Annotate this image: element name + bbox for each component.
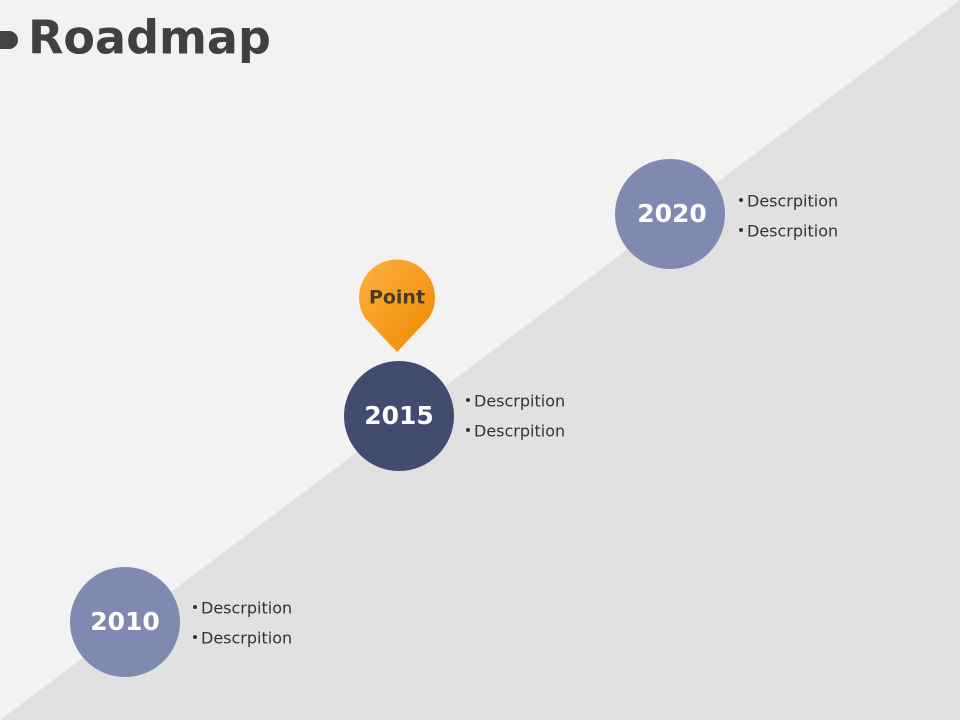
- description: Descrpition: [474, 392, 565, 411]
- bullet: [466, 398, 470, 402]
- bullet: [739, 198, 743, 202]
- description: Descrpition: [474, 422, 565, 441]
- pin: Point: [359, 259, 436, 352]
- bullet: [466, 428, 470, 432]
- pin-label: Point: [369, 287, 425, 309]
- milestone: 2020 Descrpition Descrpition: [615, 159, 838, 269]
- year: 2020: [637, 199, 707, 228]
- year: 2010: [90, 607, 160, 636]
- bullet: [193, 635, 197, 639]
- description: Descrpition: [747, 222, 838, 241]
- year: 2015: [364, 401, 434, 430]
- description: Descrpition: [747, 192, 838, 211]
- bullet: [193, 605, 197, 609]
- year-circle: [70, 567, 180, 677]
- title: Roadmap: [28, 11, 271, 65]
- title-marker: [0, 31, 18, 49]
- milestone: 2015 Descrpition Descrpition: [344, 361, 565, 471]
- year-circle: [344, 361, 454, 471]
- pin-shape: [359, 259, 436, 352]
- year-circle: [615, 159, 725, 269]
- milestone: 2010 Descrpition Descrpition: [70, 567, 292, 677]
- bullet: [739, 228, 743, 232]
- description: Descrpition: [201, 629, 292, 648]
- description: Descrpition: [201, 599, 292, 618]
